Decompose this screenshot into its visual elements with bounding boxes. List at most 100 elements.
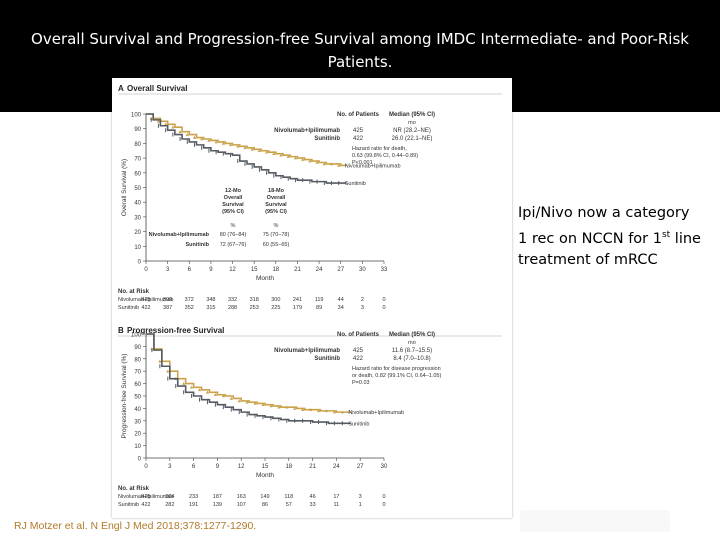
at-risk-value: 118 [284,494,293,500]
censor-mark [332,410,336,414]
landmark-head-12mo: Survival [222,202,244,208]
table-head-patients: No. of Patients [337,332,380,338]
at-risk-value: 425 [141,297,150,303]
y-tick-label: 100 [131,333,142,339]
landmark-unit-18: % [274,223,279,229]
curve-label-nivolumab-ipilimumab: Nivolumab+Ipilimumab [348,410,404,416]
hazard-ratio-text: Hazard ratio for disease progression [352,366,441,372]
x-tick-label: 9 [216,464,220,470]
censor-mark [308,159,312,163]
hazard-ratio-text: or death, 0.82 (99.1% CI, 0.64–1.05) [352,373,441,379]
km-figure: A Overall Survival 0 10 20 30 40 50 60 70 80 90 100 0… [112,78,512,518]
censor-mark [214,140,218,144]
censor-mark [277,405,281,409]
censor-mark [250,147,254,151]
table-head-unit: mo [408,340,416,346]
landmark-row-12mo: 72 (67–76) [220,242,247,248]
at-risk-value: 107 [237,502,246,508]
censor-mark [197,388,202,392]
y-tick-label: 0 [138,260,142,266]
y-tick-label: 20 [134,432,141,438]
at-risk-value: 187 [213,494,222,500]
y-tick-label: 0 [138,457,142,463]
censor-mark [156,119,161,123]
hazard-ratio-text: P<0.001 [352,160,373,166]
at-risk-row-name: Nivolumab+ipilimumab [118,494,173,500]
at-risk-value: 1 [359,502,362,508]
censor-mark [185,132,189,136]
censor-mark [324,409,329,413]
censor-mark [322,162,326,166]
at-risk-header: No. at Risk [118,486,150,492]
side-note: Ipi/Nivo now a category 1 rec on NCCN fo… [518,203,703,271]
y-tick-label: 30 [134,419,141,425]
at-risk-header: No. at Risk [118,289,150,295]
y-tick-label: 50 [134,395,141,401]
at-risk-value: 422 [141,305,150,311]
censor-mark [340,410,344,414]
censor-mark [205,390,210,394]
curve-label-nivolumab-ipilimumab: Nivolumab+Ipilimumab [345,163,401,169]
x-tick-label: 18 [272,267,279,273]
at-risk-row-name: Nivolumab+ipilimumab [118,297,173,303]
citation: RJ Motzer et al. N Engl J Med 2018;378:1… [14,520,257,532]
at-risk-value: 352 [185,305,194,311]
at-risk-value: 315 [206,305,215,311]
at-risk-value: 89 [316,305,322,311]
x-tick-label: 33 [381,267,388,273]
y-tick-label: 70 [134,370,141,376]
at-risk-value: 387 [163,305,172,311]
at-risk-value: 149 [260,494,269,500]
landmark-head-18mo: Overall [267,195,286,201]
y-tick-label: 40 [134,407,141,413]
at-risk-value: 304 [165,494,174,500]
censor-mark [253,401,257,405]
censor-mark [237,399,241,403]
censor-mark [182,382,186,385]
at-risk-value: 225 [271,305,280,311]
x-tick-label: 3 [166,267,170,273]
at-risk-value: 422 [141,502,150,508]
y-tick-label: 60 [134,382,141,388]
y-tick-label: 100 [131,113,142,119]
at-risk-value: 163 [237,494,246,500]
table-row-name: Sunitinib [314,356,340,362]
at-risk-value: 33 [310,502,316,508]
curve-label-sunitinib: Sunitinib [345,181,366,187]
table-row-name: Nivolumab+Ipilimumab [274,348,340,354]
at-risk-value: 0 [382,297,385,303]
x-tick-label: 24 [316,267,323,273]
watermark-logo [520,510,670,532]
at-risk-value: 86 [262,502,268,508]
landmark-row-name: Sunitinib [185,242,209,248]
censor-mark [337,163,341,167]
at-risk-value: 34 [338,305,344,311]
at-risk-value: 241 [293,297,302,303]
at-risk-value: 253 [250,305,259,311]
table-row-name: Sunitinib [314,136,340,142]
note-text-1: Ipi/Nivo now a category 1 rec on NCCN fo… [518,205,690,247]
at-risk-value: 0 [382,305,385,311]
censor-mark [285,405,289,409]
y-tick-label: 60 [134,171,141,177]
x-tick-label: 6 [192,464,196,470]
x-tick-label: 0 [144,267,148,273]
landmark-row-name: Nivolumab+Ipilimumab [149,232,210,238]
at-risk-value: 332 [228,297,237,303]
table-head-median: Median (95% CI) [389,112,435,118]
table-row-patients: 422 [353,356,364,362]
y-tick-label: 40 [134,201,141,207]
landmark-head-18mo: Survival [265,202,287,208]
y-tick-label: 80 [134,142,141,148]
censor-mark [265,150,269,154]
at-risk-value: 3 [361,305,364,311]
panel-letter: B [118,326,124,335]
x-tick-label: 15 [262,464,269,470]
censor-mark [261,403,265,406]
table-row-median: 8.4 (7.0–10.8) [393,356,430,362]
at-risk-value: 288 [228,305,237,311]
hazard-ratio-text: Hazard ratio for death, [352,146,407,152]
censor-mark [293,156,298,160]
censor-mark [329,162,334,166]
note-superscript: st [661,229,671,240]
